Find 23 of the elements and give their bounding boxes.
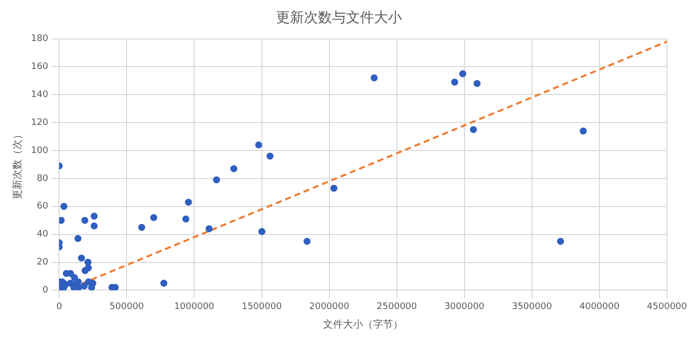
y-tick-label: 160	[30, 62, 48, 72]
x-tick-label: 4000000	[579, 302, 620, 312]
y-tick-label: 60	[36, 202, 48, 212]
x-axis-title: 文件大小（字节）	[323, 318, 404, 331]
x-tick-label: 3500000	[512, 302, 552, 312]
x-tick-label: 4500000	[646, 302, 688, 312]
x-tick-label: 2500000	[376, 302, 418, 312]
x-tick-label: 2000000	[309, 302, 350, 312]
y-tick-label: 100	[30, 146, 48, 156]
y-tick-label: 140	[30, 90, 48, 100]
y-axis-title: 更新次数（次）	[12, 130, 24, 200]
y-tick-label: 20	[36, 258, 48, 268]
x-tick-label: 500000	[110, 302, 144, 312]
x-tick-label: 0	[56, 302, 62, 312]
chart-title: 更新次数与文件大小	[276, 10, 402, 26]
x-tick-label: 1500000	[242, 302, 282, 312]
y-tick-label: 0	[42, 286, 48, 296]
x-tick-label: 1000000	[174, 302, 215, 312]
y-tick-label: 80	[36, 174, 48, 184]
y-tick-label: 120	[30, 118, 48, 128]
x-tick-label: 3000000	[444, 302, 485, 312]
y-tick-label: 180	[30, 34, 48, 44]
y-tick-label: 40	[36, 230, 48, 240]
